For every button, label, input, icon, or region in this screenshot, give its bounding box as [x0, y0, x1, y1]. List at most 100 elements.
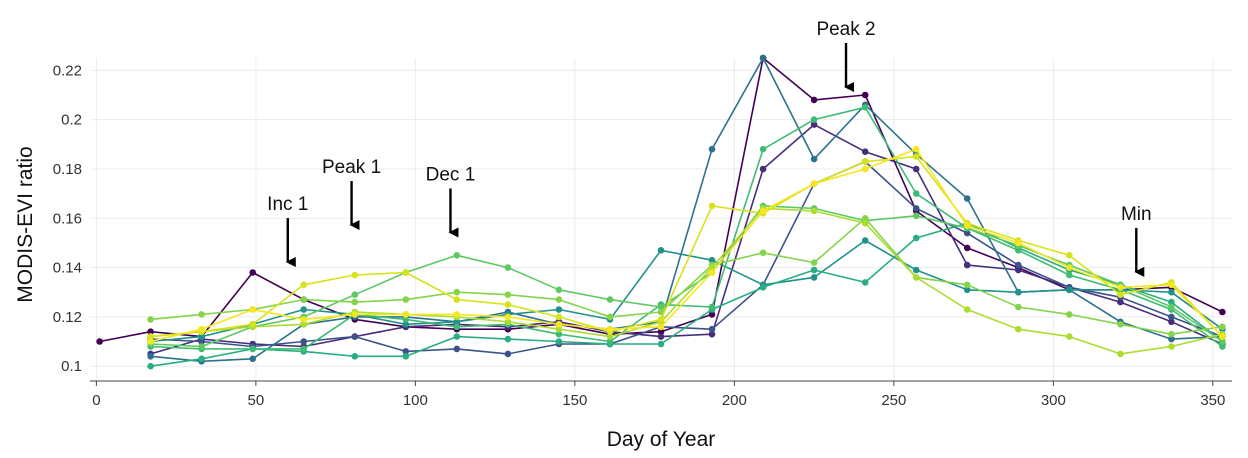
data-point — [1117, 298, 1124, 306]
data-point — [1168, 298, 1175, 306]
y-tick-label: 0.14 — [53, 260, 82, 277]
annotation-label: Peak 1 — [322, 157, 381, 178]
data-point — [861, 237, 869, 244]
data-point — [555, 330, 563, 338]
data-point — [453, 311, 461, 318]
data-point — [657, 340, 665, 348]
data-point — [300, 296, 308, 303]
x-tick-label: 100 — [403, 392, 428, 409]
y-tick-label: 0.22 — [53, 62, 82, 79]
data-point — [1066, 311, 1073, 318]
data-point — [759, 249, 767, 257]
data-point — [1168, 313, 1175, 321]
data-point — [1168, 330, 1175, 338]
data-point — [504, 291, 512, 299]
data-point — [810, 274, 818, 281]
annotation-label: Inc 1 — [267, 194, 308, 215]
data-point — [300, 321, 308, 328]
data-point — [606, 338, 614, 345]
data-point — [504, 318, 512, 326]
data-point — [1015, 266, 1022, 274]
x-tick-label: 150 — [562, 392, 587, 409]
data-point — [963, 286, 971, 294]
data-point — [249, 306, 256, 313]
data-point — [249, 355, 256, 363]
data-point — [1066, 286, 1073, 294]
data-point — [657, 308, 665, 316]
x-tick-label: 200 — [722, 392, 747, 409]
data-point — [810, 155, 818, 163]
data-point — [402, 269, 410, 276]
data-point — [759, 165, 767, 173]
data-point — [453, 318, 461, 326]
x-tick-label: 300 — [1041, 392, 1066, 409]
data-point — [912, 190, 920, 197]
data-point — [402, 316, 410, 323]
data-point — [198, 355, 205, 363]
data-point — [351, 291, 359, 299]
y-tick-label: 0.2 — [61, 112, 82, 129]
data-point — [810, 116, 818, 123]
annotation-label: Min — [1121, 204, 1152, 225]
data-point — [300, 281, 308, 289]
series-line — [150, 123, 1223, 355]
data-point — [912, 266, 920, 274]
series-line — [150, 155, 1223, 338]
data-point — [1066, 271, 1073, 279]
data-point — [555, 306, 563, 313]
data-point — [1168, 288, 1175, 296]
annotations: Inc 1 Peak 1 Dec 1 Peak 2 Min — [267, 19, 1152, 277]
series-1 — [96, 54, 1226, 345]
series-9 — [147, 215, 1226, 338]
data-point — [861, 219, 869, 227]
data-point — [759, 284, 767, 291]
data-point — [453, 288, 461, 296]
data-point — [504, 350, 512, 358]
data-point — [1015, 303, 1022, 311]
data-point — [402, 296, 410, 303]
data-point — [453, 333, 461, 340]
data-point — [1117, 350, 1124, 358]
data-point — [912, 165, 920, 173]
data-point — [810, 266, 818, 274]
data-point — [810, 180, 818, 187]
data-point — [657, 316, 665, 323]
data-point — [555, 321, 563, 328]
data-point — [606, 313, 614, 321]
data-point — [1219, 333, 1226, 340]
series-line — [150, 57, 1223, 363]
data-point — [1015, 288, 1022, 296]
data-point — [810, 259, 818, 266]
data-point — [708, 325, 716, 333]
data-point — [1066, 252, 1073, 259]
series-line — [150, 239, 1223, 343]
data-point — [453, 345, 461, 353]
data-point — [861, 104, 869, 111]
series-line — [150, 207, 1223, 355]
data-point — [912, 274, 920, 281]
data-point — [759, 54, 767, 62]
data-point — [708, 202, 716, 210]
data-point — [963, 229, 971, 237]
data-point — [1219, 343, 1226, 350]
series-line — [150, 205, 1223, 348]
data-point — [402, 311, 410, 318]
data-point — [147, 316, 154, 323]
data-point — [708, 256, 716, 264]
y-axis-ticks: 0.1 0.12 0.14 0.16 0.18 0.2 0.22 — [53, 62, 82, 375]
data-point — [198, 325, 205, 333]
data-point — [708, 145, 716, 153]
data-point — [963, 306, 971, 313]
data-point — [249, 345, 256, 353]
data-point — [810, 207, 818, 215]
data-point — [861, 158, 869, 165]
data-point — [555, 338, 563, 345]
data-point — [1015, 247, 1022, 254]
x-tick-label: 0 — [92, 392, 100, 409]
data-point — [351, 333, 359, 340]
data-point — [912, 205, 920, 212]
data-point — [708, 269, 716, 276]
data-point — [300, 316, 308, 323]
